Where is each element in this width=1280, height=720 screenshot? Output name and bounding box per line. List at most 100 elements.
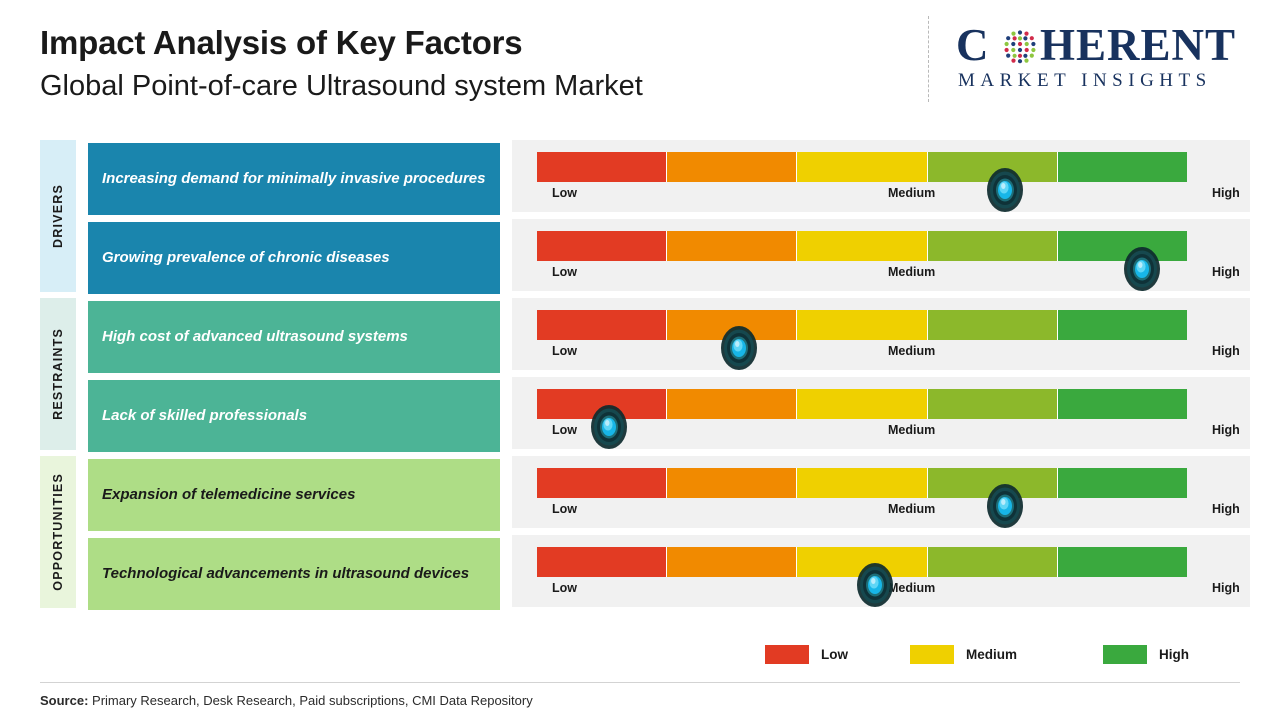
page-subtitle: Global Point-of-care Ultrasound system M…: [40, 69, 643, 102]
gauge-segment-medium: [796, 468, 927, 498]
gauge-bar: [537, 389, 1188, 419]
gauge-panel: Low Medium High: [512, 298, 1250, 370]
source-note: Source: Primary Research, Desk Research,…: [40, 693, 533, 708]
legend-swatch-high: [1103, 645, 1147, 664]
gauge-bar: [537, 310, 1188, 340]
scale-label-medium: Medium: [888, 581, 936, 595]
impact-marker[interactable]: [984, 167, 1026, 213]
gauge-segment-low: [537, 468, 667, 498]
category-band-drivers: DRIVERS: [40, 140, 76, 292]
scale-label-low: Low: [552, 502, 577, 516]
gauge-segment-medium-high: [926, 310, 1057, 340]
gauge-segment-low-medium: [666, 547, 797, 577]
legend-label-high: High: [1159, 647, 1189, 662]
gauge-bar: [537, 547, 1188, 577]
gauge-panel: Low Medium High: [512, 456, 1250, 528]
source-label: Source:: [40, 693, 89, 708]
gauge-segment-high: [1056, 152, 1188, 182]
gauge-scale: Low Medium High: [537, 502, 1240, 522]
scale-label-high: High: [1212, 423, 1240, 437]
scale-label-medium: Medium: [888, 502, 936, 516]
impact-marker[interactable]: [984, 483, 1026, 529]
scale-label-low: Low: [552, 344, 577, 358]
gauge-bar: [537, 468, 1188, 498]
gauge-segment-low: [537, 231, 667, 261]
gauge-scale: Low Medium High: [537, 186, 1240, 206]
table-row: Technological advancements in ultrasound…: [0, 535, 1280, 613]
gauge-segment-high: [1056, 547, 1188, 577]
scale-label-high: High: [1212, 265, 1240, 279]
footer-divider: [40, 682, 1240, 683]
legend-item-medium: Medium: [910, 645, 1017, 664]
gauge-scale: Low Medium High: [537, 265, 1240, 285]
scale-label-high: High: [1212, 581, 1240, 595]
dotted-globe-icon: [1004, 30, 1036, 64]
table-row: Growing prevalence of chronic diseases: [0, 219, 1280, 297]
logo-wordmark: C HERENT: [956, 18, 1256, 72]
scale-label-medium: Medium: [888, 186, 936, 200]
legend: Low Medium High: [765, 645, 1225, 669]
legend-item-low: Low: [765, 645, 848, 664]
gauge-segment-low-medium: [666, 152, 797, 182]
gauge-segment-medium: [796, 152, 927, 182]
gauge-segment-medium-high: [926, 547, 1057, 577]
impact-marker[interactable]: [588, 404, 630, 450]
scale-label-medium: Medium: [888, 265, 936, 279]
factor-label: Expansion of telemedicine services: [88, 459, 500, 531]
gauge-segment-high: [1056, 389, 1188, 419]
scale-label-high: High: [1212, 344, 1240, 358]
gauge-segment-medium: [796, 310, 927, 340]
category-band-opportunities: OPPORTUNITIES: [40, 456, 76, 608]
impact-marker[interactable]: [718, 325, 760, 371]
gauge-segment-low: [537, 152, 667, 182]
table-row: Lack of skilled professionals: [0, 377, 1280, 455]
header: Impact Analysis of Key Factors Global Po…: [40, 24, 920, 104]
logo-divider: [928, 16, 929, 102]
gauge-segment-high: [1056, 468, 1188, 498]
legend-item-high: High: [1103, 645, 1189, 664]
factor-label: Growing prevalence of chronic diseases: [88, 222, 500, 294]
gauge-segment-low: [537, 547, 667, 577]
legend-swatch-low: [765, 645, 809, 664]
logo-word-c: C: [956, 20, 990, 70]
scale-label-low: Low: [552, 265, 577, 279]
gauge-bar: [537, 152, 1188, 182]
gauge-scale: Low Medium High: [537, 581, 1240, 601]
gauge-bar: [537, 231, 1188, 261]
impact-marker[interactable]: [1121, 246, 1163, 292]
gauge-segment-high: [1056, 310, 1188, 340]
scale-label-low: Low: [552, 423, 577, 437]
impact-marker[interactable]: [854, 562, 896, 608]
logo-word-herent: HERENT: [1040, 20, 1237, 70]
source-text: Primary Research, Desk Research, Paid su…: [88, 693, 533, 708]
gauge-panel: Low Medium High: [512, 219, 1250, 291]
legend-label-low: Low: [821, 647, 848, 662]
gauge-panel: Low Medium High: [512, 535, 1250, 607]
gauge-segment-high: [1056, 231, 1188, 261]
legend-swatch-medium: [910, 645, 954, 664]
gauge-segment-low-medium: [666, 231, 797, 261]
factor-label: Lack of skilled professionals: [88, 380, 500, 452]
scale-label-medium: Medium: [888, 344, 936, 358]
factor-label: Increasing demand for minimally invasive…: [88, 143, 500, 215]
table-row: Increasing demand for minimally invasive…: [0, 140, 1280, 218]
scale-label-low: Low: [552, 186, 577, 200]
factor-label: High cost of advanced ultrasound systems: [88, 301, 500, 373]
gauge-segment-medium-high: [926, 231, 1057, 261]
table-row: Expansion of telemedicine services: [0, 456, 1280, 534]
gauge-segment-medium: [796, 231, 927, 261]
gauge-scale: Low Medium High: [537, 423, 1240, 443]
gauge-segment-low: [537, 310, 667, 340]
scale-label-low: Low: [552, 581, 577, 595]
scale-label-high: High: [1212, 502, 1240, 516]
gauge-segment-low-medium: [666, 389, 797, 419]
gauge-segment-medium: [796, 389, 927, 419]
factor-label: Technological advancements in ultrasound…: [88, 538, 500, 610]
page-title: Impact Analysis of Key Factors: [40, 24, 523, 61]
table-row: High cost of advanced ultrasound systems: [0, 298, 1280, 376]
scale-label-high: High: [1212, 186, 1240, 200]
logo-tagline: MARKET INSIGHTS: [958, 70, 1212, 91]
scale-label-medium: Medium: [888, 423, 936, 437]
gauge-segment-medium-high: [926, 389, 1057, 419]
gauge-scale: Low Medium High: [537, 344, 1240, 364]
